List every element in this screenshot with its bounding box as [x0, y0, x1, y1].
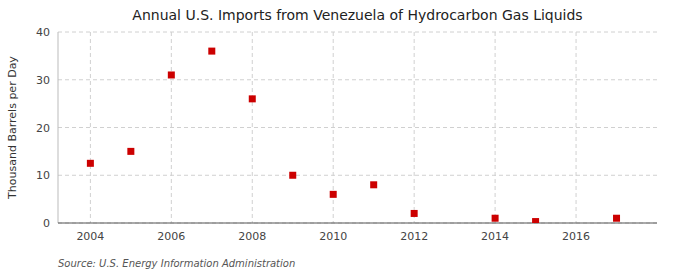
grid-line-x [171, 32, 172, 223]
y-tick-label: 0 [43, 217, 50, 230]
points [87, 48, 620, 223]
y-axis-line [58, 32, 59, 223]
grid [58, 32, 657, 223]
grid-line-x [576, 32, 577, 223]
grid-line-y [58, 223, 657, 224]
grid-line-y [58, 32, 657, 33]
x-axis-line [58, 223, 657, 224]
point [87, 160, 94, 167]
grid-line-x [252, 32, 253, 223]
x-tick-label: 2004 [76, 230, 104, 243]
point [492, 215, 499, 222]
x-tick-label: 2012 [400, 230, 428, 243]
point [127, 148, 134, 155]
point [289, 172, 296, 179]
point [249, 95, 256, 102]
chart: Annual U.S. Imports from Venezuela of Hy… [0, 0, 675, 275]
grid-line-x [495, 32, 496, 223]
y-axis: 0 10 20 30 40 [36, 26, 58, 230]
point [168, 71, 175, 78]
x-tick-label: 2006 [157, 230, 185, 243]
x-tick-label: 2016 [562, 230, 590, 243]
point [208, 48, 215, 55]
x-tick-label: 2010 [319, 230, 347, 243]
source-note: Source: U.S. Energy Information Administ… [58, 258, 295, 269]
grid-line-y [58, 79, 657, 80]
x-tick-label: 2008 [238, 230, 266, 243]
point [613, 215, 620, 222]
y-tick-label: 10 [36, 169, 50, 182]
point [532, 218, 539, 223]
point [370, 181, 377, 188]
x-tick-label: 2014 [481, 230, 509, 243]
x-axis: 2004 2006 2008 2010 2012 2014 2016 [58, 223, 657, 243]
grid-line-x [90, 32, 91, 223]
grid-line-y [58, 127, 657, 128]
point [411, 210, 418, 217]
point [330, 191, 337, 198]
y-tick-label: 40 [36, 26, 50, 39]
y-axis-label: Thousand Barrels per Day [6, 56, 19, 200]
y-tick-label: 30 [36, 74, 50, 87]
grid-line-y [58, 175, 657, 176]
y-tick-label: 20 [36, 122, 50, 135]
title: Annual U.S. Imports from Venezuela of Hy… [132, 7, 582, 23]
grid-line-x [414, 32, 415, 223]
